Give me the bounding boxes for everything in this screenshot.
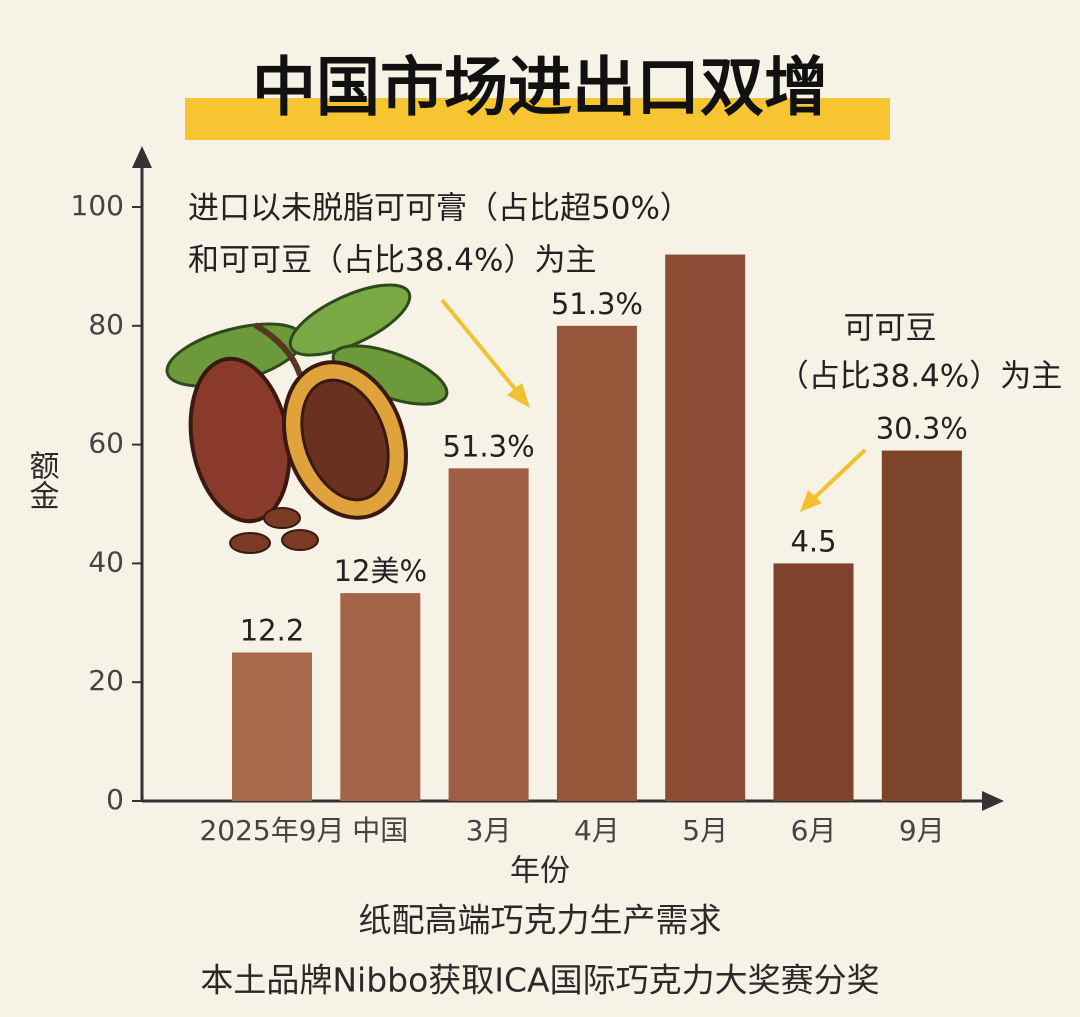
y-tick-label: 40 (88, 545, 124, 578)
x-tick-label: 中国 (352, 814, 408, 847)
x-tick-label: 9月 (899, 814, 945, 847)
x-tick-label: 3月 (466, 814, 512, 847)
bar (340, 593, 421, 801)
annotation: （占比38.4%）为主 (778, 359, 1062, 395)
annotation-arrows (440, 298, 867, 512)
bar-annotation: 12.2 (240, 614, 305, 648)
x-axis-label: 年份 (510, 854, 570, 889)
bar-annotation: 12美% (334, 554, 427, 588)
annotation: 和可可豆（占比38.4%）为主 (188, 243, 596, 279)
y-axis-arrow (132, 146, 152, 168)
title-highlight (185, 98, 890, 140)
bar (773, 563, 854, 801)
bar (448, 468, 529, 801)
bar (232, 652, 312, 801)
x-tick-label: 2025年9月 (199, 814, 344, 847)
annotation: 可可豆 (844, 311, 937, 347)
x-tick-label: 5月 (682, 814, 728, 847)
y-tick-label: 80 (88, 308, 124, 341)
bar-annotation: 51.3% (551, 287, 643, 321)
y-tick-label: 0 (106, 783, 124, 816)
y-tick-label: 60 (88, 427, 124, 460)
footer-text: 纸配高端巧克力生产需求 (359, 901, 722, 940)
bar-annotation: 30.3% (876, 412, 968, 446)
y-tick-label: 100 (71, 189, 124, 222)
annotation: 进口以未脱脂可可膏（占比超50%） (188, 191, 691, 227)
x-tick-label: 6月 (791, 814, 837, 847)
y-tick-label: 20 (88, 664, 124, 697)
y-axis-label: 额金 (24, 450, 60, 510)
bar (665, 254, 746, 801)
x-axis-arrow (982, 791, 1004, 811)
bar (556, 325, 637, 801)
x-tick-label: 4月 (574, 814, 620, 847)
cocoa-illustration (165, 283, 449, 554)
bar-annotation: 4.5 (790, 524, 836, 558)
bar-annotation: 51.3% (443, 429, 535, 463)
chart-title: 中国市场进出口双增 (252, 52, 828, 126)
bar (881, 450, 962, 801)
footer-text: 本土品牌Nibbo获取ICA国际巧克力大奖赛分奖 (200, 961, 879, 1000)
